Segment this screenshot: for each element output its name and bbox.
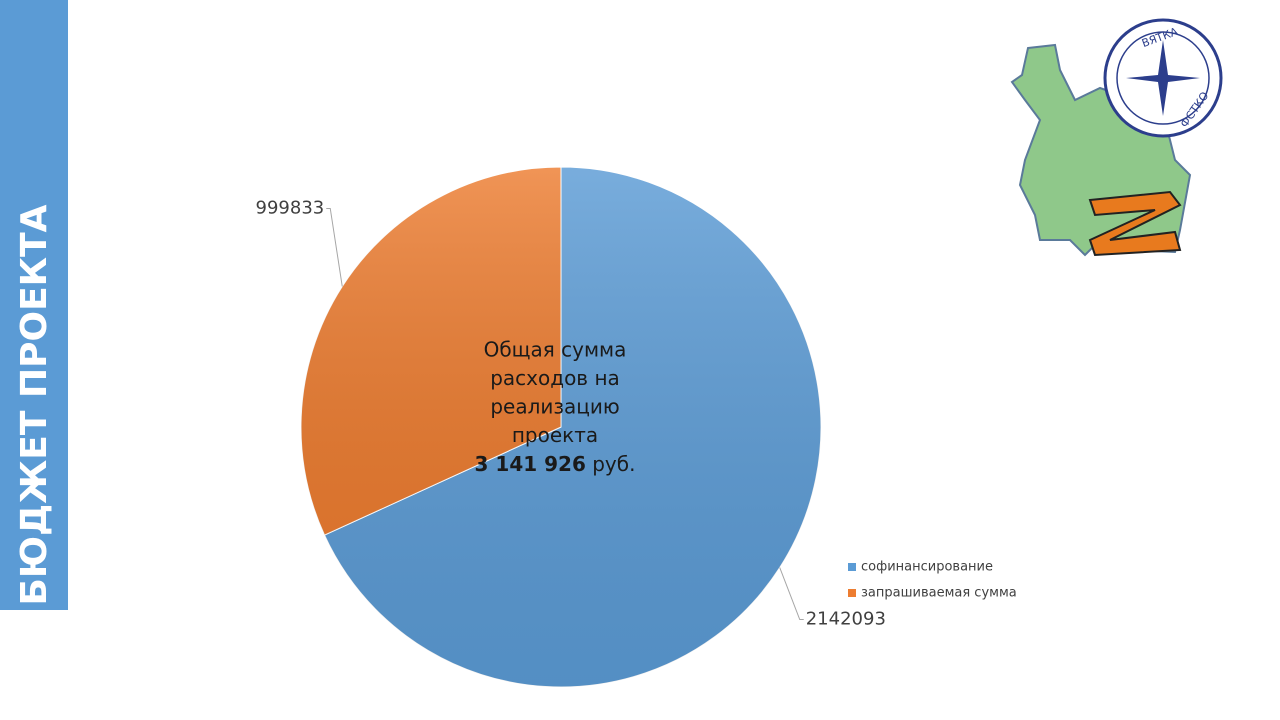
data-label: 2142093 xyxy=(806,609,886,630)
legend-swatch xyxy=(848,589,856,597)
total-value: 3 141 926 xyxy=(475,452,586,476)
legend-swatch xyxy=(848,563,856,571)
emblem-ring xyxy=(1116,31,1210,125)
legend-label: запрашиваемая сумма xyxy=(861,586,1017,601)
leader-line xyxy=(326,207,343,287)
annotation-line: расходов на xyxy=(490,366,620,390)
total-unit: руб. xyxy=(592,452,635,476)
annotation-total: 3 141 926 руб. xyxy=(475,452,636,476)
logo: ВЯТКА ФСТКО xyxy=(1010,18,1223,257)
compass xyxy=(1126,40,1200,116)
leader-line xyxy=(779,567,804,621)
sidebar xyxy=(0,0,68,610)
slice-shade xyxy=(301,167,561,536)
annotation-line: проекта xyxy=(512,423,598,447)
sidebar-title: БЮДЖЕТ ПРОЕКТА xyxy=(14,204,55,605)
legend-label: софинансирование xyxy=(861,560,993,575)
ribbon xyxy=(1088,190,1182,257)
slice-shade xyxy=(324,167,822,687)
annotation-line: реализацию xyxy=(490,395,619,419)
data-label: 999833 xyxy=(256,197,325,218)
annotation-line: Общая сумма xyxy=(484,338,627,362)
